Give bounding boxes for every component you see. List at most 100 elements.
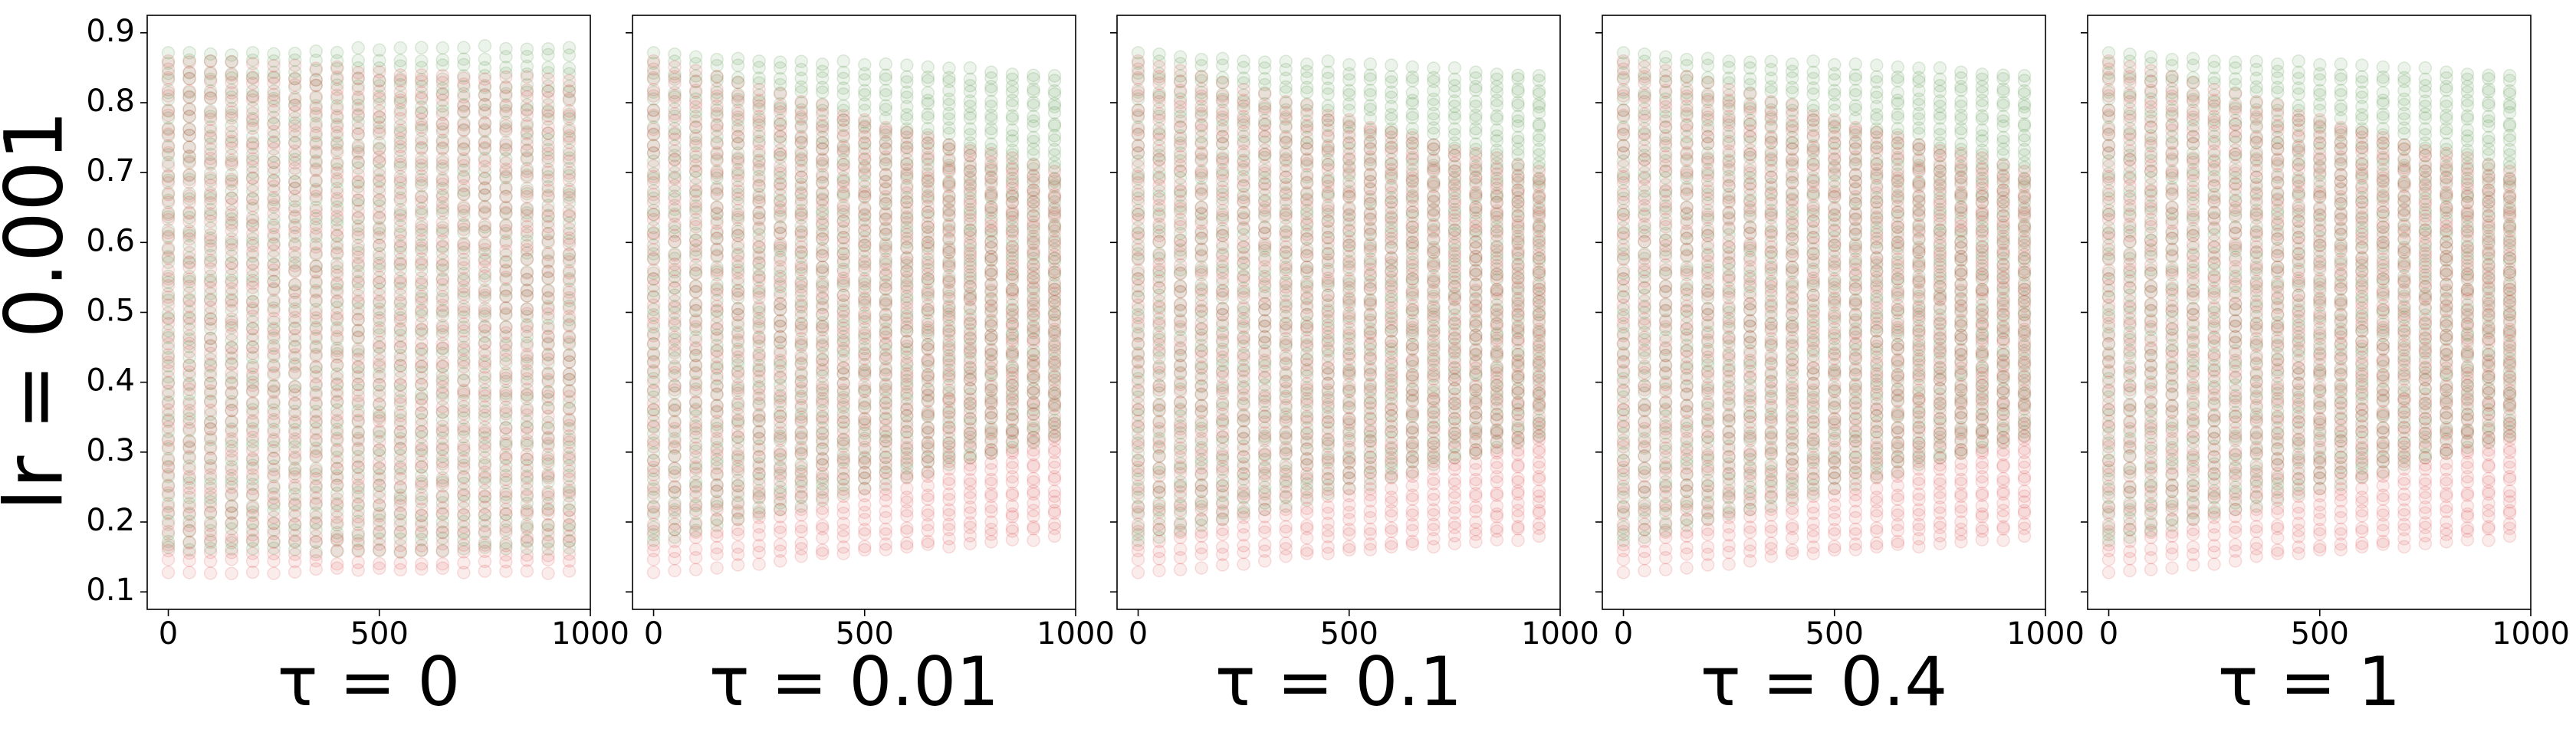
red-scatter-point	[984, 146, 998, 161]
red-scatter-point	[710, 164, 724, 178]
green-scatter-point	[161, 173, 176, 188]
red-scatter-point	[1005, 521, 1020, 535]
red-scatter-point	[668, 126, 682, 140]
red-scatter-point	[688, 178, 703, 192]
red-scatter-point	[478, 172, 492, 186]
red-scatter-point	[1173, 441, 1188, 455]
red-scatter-point	[393, 371, 408, 385]
red-scatter-point	[710, 182, 724, 196]
red-scatter-point	[900, 156, 914, 171]
red-scatter-point	[351, 82, 365, 97]
red-scatter-point	[288, 90, 302, 105]
red-scatter-point	[457, 199, 471, 214]
red-scatter-point	[1005, 162, 1020, 176]
red-scatter-point	[161, 263, 176, 277]
red-scatter-point	[309, 510, 323, 524]
red-scatter-point	[731, 345, 745, 359]
red-scatter-point	[161, 62, 176, 76]
red-scatter-point	[309, 322, 323, 336]
red-scatter-point	[1152, 248, 1166, 262]
red-scatter-point	[373, 271, 386, 284]
red-scatter-point	[478, 200, 492, 215]
red-scatter-point	[161, 336, 176, 351]
red-scatter-point	[499, 70, 513, 84]
red-scatter-point	[1131, 103, 1145, 117]
red-scatter-point	[520, 320, 534, 333]
red-scatter-point	[499, 156, 513, 170]
red-scatter-point	[879, 120, 893, 135]
green-scatter-point	[161, 56, 176, 71]
red-scatter-point	[1152, 461, 1166, 476]
red-scatter-point	[731, 327, 745, 341]
red-scatter-point	[1005, 359, 1020, 373]
red-scatter-point	[267, 117, 281, 130]
red-scatter-point	[773, 100, 787, 114]
red-scatter-point	[499, 484, 513, 498]
green-scatter-point	[457, 41, 471, 54]
red-scatter-point	[1194, 263, 1208, 277]
red-scatter-point	[499, 255, 513, 269]
red-scatter-point	[1194, 561, 1208, 575]
y-tick-label: 0.1	[86, 573, 135, 608]
red-scatter-point	[836, 305, 850, 319]
red-scatter-point	[1152, 88, 1166, 103]
red-scatter-point	[710, 344, 724, 358]
red-scatter-point	[393, 556, 408, 570]
red-scatter-point	[203, 518, 218, 533]
red-scatter-point	[415, 474, 429, 488]
red-scatter-point	[541, 421, 555, 435]
red-scatter-point	[457, 71, 471, 85]
red-scatter-point	[309, 547, 323, 562]
red-scatter-point	[520, 548, 534, 562]
red-scatter-point	[562, 204, 577, 218]
green-scatter-point	[668, 47, 682, 61]
green-scatter-point	[182, 476, 196, 490]
red-scatter-point	[1027, 533, 1040, 547]
green-scatter-point	[182, 459, 196, 473]
red-scatter-point	[1005, 486, 1020, 501]
red-scatter-point	[457, 483, 471, 497]
red-scatter-point	[161, 453, 176, 468]
green-scatter-point	[309, 44, 323, 58]
red-scatter-point	[330, 82, 344, 97]
red-scatter-point	[457, 335, 471, 349]
red-scatter-point	[225, 153, 238, 167]
red-scatter-point	[351, 121, 365, 136]
red-scatter-point	[373, 104, 386, 118]
red-scatter-point	[942, 256, 956, 271]
red-scatter-point	[1173, 233, 1188, 248]
red-scatter-point	[1173, 297, 1188, 311]
red-scatter-point	[435, 537, 450, 551]
red-scatter-point	[668, 359, 682, 373]
red-scatter-point	[478, 72, 492, 86]
red-scatter-point	[225, 312, 238, 326]
red-scatter-point	[330, 60, 344, 74]
red-scatter-point	[245, 152, 260, 166]
red-scatter-point	[646, 122, 661, 136]
red-scatter-point	[1152, 144, 1166, 158]
red-scatter-point	[668, 461, 682, 476]
red-scatter-point	[668, 294, 682, 308]
red-scatter-point	[1047, 262, 1062, 277]
red-scatter-point	[1152, 499, 1166, 513]
green-scatter-point	[161, 432, 176, 446]
red-scatter-point	[161, 251, 176, 265]
red-scatter-point	[815, 376, 830, 391]
green-scatter-point	[182, 412, 196, 426]
red-scatter-point	[182, 140, 196, 154]
red-scatter-point	[921, 382, 935, 396]
red-scatter-point	[225, 397, 238, 412]
red-scatter-point	[435, 172, 450, 185]
red-scatter-point	[1131, 414, 1145, 428]
red-scatter-point	[309, 137, 323, 151]
green-scatter-point	[182, 451, 196, 465]
red-scatter-point	[161, 348, 176, 362]
red-scatter-point	[267, 341, 281, 356]
green-scatter-point	[1005, 67, 1020, 81]
green-scatter-point	[773, 55, 787, 69]
red-scatter-point	[752, 330, 766, 344]
red-scatter-point	[288, 258, 302, 273]
red-scatter-point	[984, 215, 998, 229]
green-scatter-point	[478, 52, 492, 67]
red-scatter-point	[203, 441, 218, 456]
